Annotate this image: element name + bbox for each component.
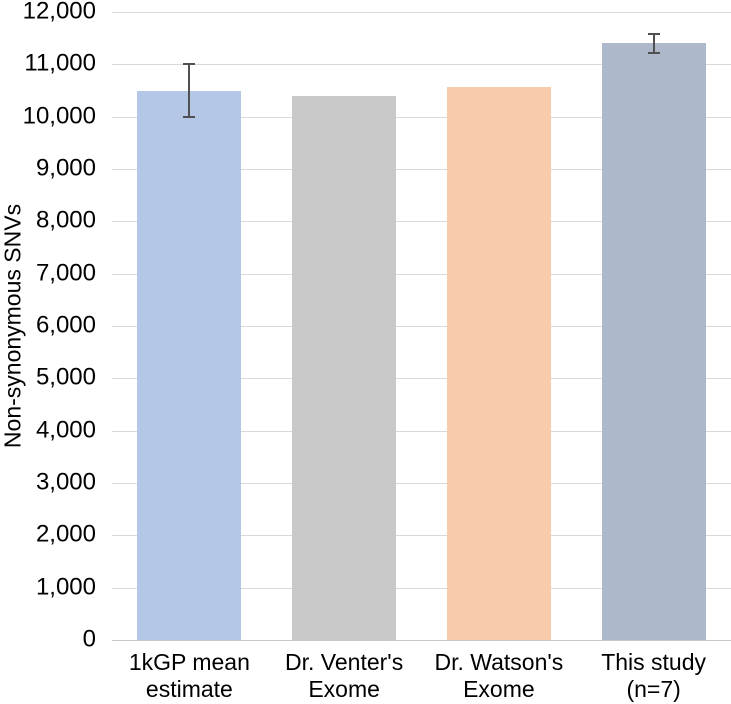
y-tick-label: 11,000 bbox=[24, 49, 96, 77]
x-axis-line bbox=[112, 640, 731, 641]
y-tick-label: 2,000 bbox=[35, 520, 96, 548]
bar-dr-venter-s-exome bbox=[292, 95, 397, 640]
y-tick-label: 7,000 bbox=[35, 259, 96, 287]
bar-this-study-n-7 bbox=[601, 43, 706, 640]
gridline bbox=[112, 273, 731, 275]
y-tick-label: 0 bbox=[82, 625, 96, 653]
error-bar-cap-bottom bbox=[183, 115, 196, 118]
gridline bbox=[112, 430, 731, 432]
y-tick-label: 4,000 bbox=[35, 416, 96, 444]
error-bar-cap-top bbox=[647, 32, 660, 35]
gridline bbox=[112, 221, 731, 223]
gridline bbox=[112, 64, 731, 66]
category-label-1kgp-mean-estimate: 1kGP mean estimate bbox=[128, 649, 250, 702]
error-bar-line bbox=[188, 64, 191, 117]
y-tick-label: 5,000 bbox=[35, 363, 96, 391]
gridline bbox=[112, 326, 731, 327]
y-tick-label: 10,000 bbox=[22, 102, 96, 130]
gridline bbox=[112, 169, 731, 170]
gridline bbox=[112, 12, 731, 13]
bar-1kgp-mean-estimate bbox=[137, 90, 242, 640]
category-label-dr-venter-s-exome: Dr. Venter's Exome bbox=[285, 649, 404, 702]
error-bar-cap-bottom bbox=[647, 51, 660, 54]
y-tick-label: 6,000 bbox=[35, 311, 96, 339]
gridline bbox=[112, 587, 731, 589]
y-tick-label: 8,000 bbox=[35, 206, 96, 234]
error-bar-cap-top bbox=[183, 63, 196, 66]
error-bar-line bbox=[652, 33, 655, 53]
category-label-this-study-n-7: This study (n=7) bbox=[601, 649, 707, 702]
category-label-dr-watson-s-exome: Dr. Watson's Exome bbox=[434, 649, 564, 702]
y-tick-label: 1,000 bbox=[35, 573, 96, 601]
gridline bbox=[112, 378, 731, 380]
gridline bbox=[112, 116, 731, 118]
y-tick-label: 3,000 bbox=[35, 468, 96, 496]
gridline bbox=[112, 483, 731, 484]
y-tick-label: 12,000 bbox=[22, 0, 96, 25]
gridline bbox=[112, 535, 731, 537]
y-tick-label: 9,000 bbox=[35, 154, 96, 182]
bar-dr-watson-s-exome bbox=[446, 86, 551, 640]
